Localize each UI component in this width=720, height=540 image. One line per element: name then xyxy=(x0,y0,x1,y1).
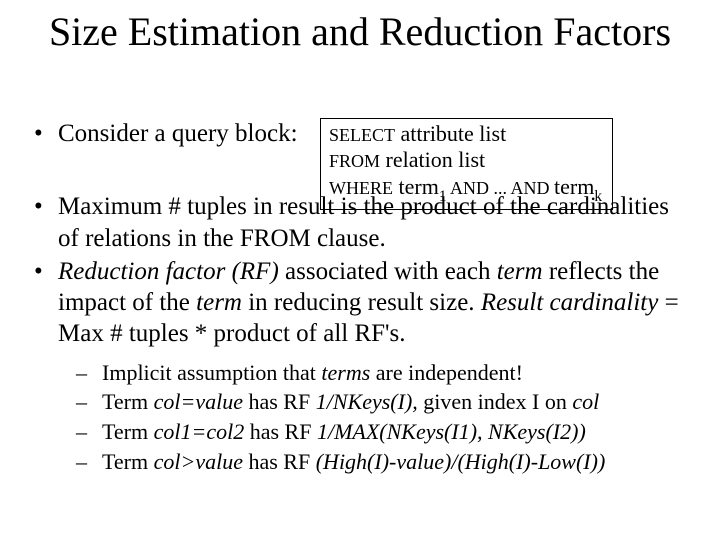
bullet-3: Reduction factor (RF) associated with ea… xyxy=(30,256,690,350)
s3-d: 1/MAX(NKeys(I1), NKeys(I2)) xyxy=(317,419,586,444)
b3-b: associated with each xyxy=(279,258,497,285)
s2-b: col=value xyxy=(154,389,243,414)
bullet-1: Consider a query block: xyxy=(30,118,690,149)
b3-term1: term xyxy=(497,258,543,285)
bullet-2: Maximum # tuples in result is the produc… xyxy=(30,191,690,254)
s2-e: given index I on xyxy=(418,389,573,414)
sub-3: Term col1=col2 has RF 1/MAX(NKeys(I1), N… xyxy=(76,417,690,447)
sub-bullets: Implicit assumption that terms are indep… xyxy=(76,358,690,477)
b3-f: in reducing result size. xyxy=(242,289,481,316)
slide: Size Estimation and Reduction Factors SE… xyxy=(0,0,720,540)
s3-a: Term xyxy=(102,419,154,444)
sub-1: Implicit assumption that terms are indep… xyxy=(76,358,690,388)
slide-title: Size Estimation and Reduction Factors xyxy=(30,10,690,54)
s2-a: Term xyxy=(102,389,154,414)
s1-c: are independent! xyxy=(370,360,523,385)
s4-a: Term xyxy=(102,449,154,474)
s3-c: has RF xyxy=(244,419,317,444)
main-bullets: Consider a query block: Maximum # tuples… xyxy=(30,118,690,350)
s2-d: 1/NKeys(I), xyxy=(316,389,418,414)
b3-term2: term xyxy=(196,289,242,316)
content-area: Consider a query block: Maximum # tuples… xyxy=(30,154,690,476)
b3-rc: Result cardinality xyxy=(481,289,659,316)
s2-f: col xyxy=(572,389,599,414)
sub-2: Term col=value has RF 1/NKeys(I), given … xyxy=(76,387,690,417)
s2-c: has RF xyxy=(243,389,316,414)
s1-b: terms xyxy=(321,360,370,385)
bullet-2-text: Maximum # tuples in result is the produc… xyxy=(58,193,669,251)
s4-d: (High(I)-value)/(High(I)-Low(I)) xyxy=(316,449,606,474)
s1-a: Implicit assumption that xyxy=(102,360,321,385)
s3-b: col1=col2 xyxy=(154,419,245,444)
s4-c: has RF xyxy=(243,449,316,474)
b3-rf: Reduction factor (RF) xyxy=(58,258,279,285)
sub-4: Term col>value has RF (High(I)-value)/(H… xyxy=(76,447,690,477)
s4-b: col>value xyxy=(154,449,243,474)
bullet-1-text: Consider a query block: xyxy=(58,120,298,147)
